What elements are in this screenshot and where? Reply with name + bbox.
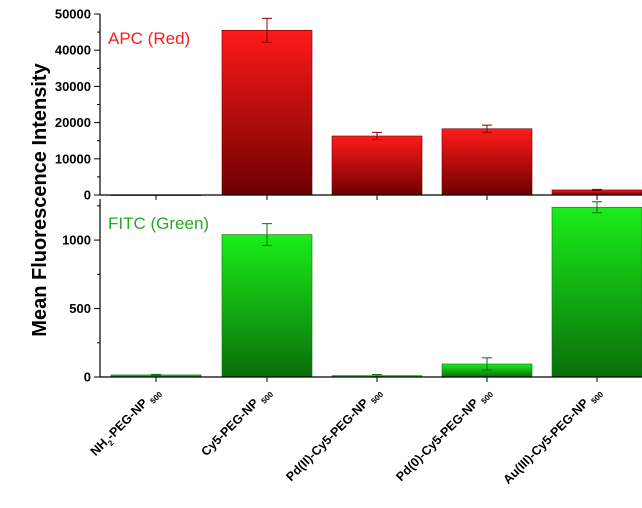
category-label-2: Pd(II)-Cy5-PEG-NP 500 xyxy=(283,384,385,486)
category-label-4: Au(III)-Cy5-PEG-NP 500 xyxy=(500,384,605,489)
panel-label-apc: APC (Red) xyxy=(108,29,190,48)
category-label-1: Cy5-PEG-NP 500 xyxy=(198,384,275,461)
category-label-0: NH2-PEG-NP 500 xyxy=(88,384,165,461)
bar-apc-3 xyxy=(441,128,533,196)
error-bar-apc-3 xyxy=(482,124,492,133)
y-tick-label-apc-30000: 30000 xyxy=(55,79,91,94)
bar-apc-2 xyxy=(331,135,423,196)
category-label-3: Pd(0)-Cy5-PEG-NP 500 xyxy=(393,384,495,486)
bar-fitc-1 xyxy=(221,234,313,378)
y-tick-label-fitc-1000: 1000 xyxy=(62,233,91,248)
bar-fitc-4 xyxy=(551,206,642,378)
y-tick-label-apc-20000: 20000 xyxy=(55,115,91,130)
panel-apc: 0 10000 20000 30000 40000 50000 APC (Red) xyxy=(55,7,642,203)
y-tick-label-apc-0: 0 xyxy=(84,188,91,203)
y-tick-label-apc-10000: 10000 xyxy=(55,151,91,166)
error-bar-fitc-0 xyxy=(151,373,161,376)
error-bar-apc-2 xyxy=(372,131,382,141)
error-bar-apc-4 xyxy=(592,188,602,191)
x-axis-categories: NH2-PEG-NP 500 Cy5-PEG-NP 500 Pd(II)-Cy5-P… xyxy=(88,384,606,489)
error-bar-fitc-4 xyxy=(592,201,602,214)
y-tick-label-fitc-500: 500 xyxy=(69,301,91,316)
y-tick-label-apc-50000: 50000 xyxy=(55,7,91,22)
bar-apc-1 xyxy=(221,29,313,196)
error-bar-fitc-3 xyxy=(482,357,492,371)
y-tick-label-fitc-0: 0 xyxy=(84,370,91,385)
y-tick-label-apc-40000: 40000 xyxy=(55,43,91,58)
panel-label-fitc: FITC (Green) xyxy=(108,214,209,233)
error-bar-fitc-1 xyxy=(262,223,272,247)
error-bar-apc-1 xyxy=(262,17,272,43)
y-axis-label: Mean Fluorescence Intensity xyxy=(29,62,51,336)
panel-fitc: 0 500 1000 FITC (Green) xyxy=(62,199,642,385)
